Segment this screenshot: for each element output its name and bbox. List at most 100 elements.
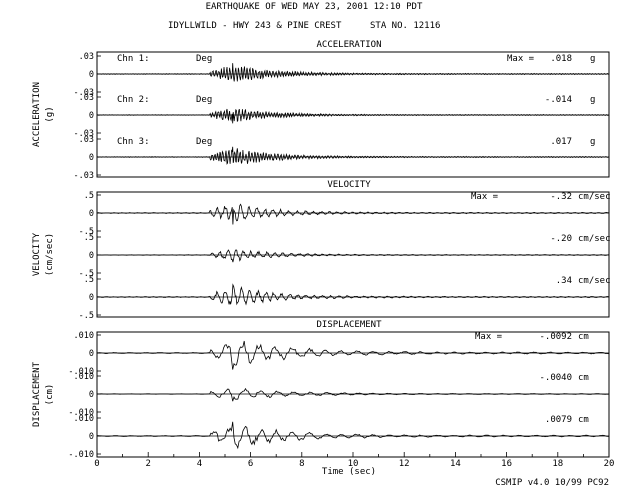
series-line xyxy=(96,108,610,124)
channel-trace-row: .5 0 -.5 .34 cm/sec xyxy=(79,275,611,321)
channel-trace-row: .010 0 -.010 Max = -.0092 cm xyxy=(68,331,610,377)
y-tick-label: .010 xyxy=(74,331,94,341)
panel-title: ACCELERATION xyxy=(316,40,381,50)
series-line xyxy=(96,283,609,306)
channel-direction: Deg xyxy=(196,95,212,105)
x-tick-label: 8 xyxy=(299,459,304,469)
channel-label: Chn 3: xyxy=(117,137,150,147)
y-tick-label: -.010 xyxy=(68,450,94,460)
max-prefix: Max = xyxy=(475,332,503,342)
peak-value-label: .0079 xyxy=(545,415,572,425)
y-tick-label: .5 xyxy=(84,275,94,285)
y-tick-label: -.03 xyxy=(74,171,94,181)
y-tick-label: 0 xyxy=(89,349,94,359)
y-tick-label: .03 xyxy=(79,93,94,103)
x-tick-label: 12 xyxy=(399,459,410,469)
peak-value-label: .017 xyxy=(550,137,572,147)
panel-title: DISPLACEMENT xyxy=(316,320,382,330)
max-prefix: Max = xyxy=(507,54,535,64)
y-tick-label: 0 xyxy=(89,293,94,303)
peak-value-label: .018 xyxy=(550,54,572,64)
peak-value-label: -.0040 xyxy=(539,373,572,383)
x-tick-label: 0 xyxy=(94,459,99,469)
peak-value-label: -.32 xyxy=(550,192,572,202)
peak-unit-label: cm/sec xyxy=(578,192,611,202)
y-tick-label: .03 xyxy=(79,52,94,62)
panel-title: VELOCITY xyxy=(327,180,371,190)
y-tick-label: 0 xyxy=(89,70,94,80)
peak-value-label: -.0092 xyxy=(539,332,572,342)
series-line xyxy=(97,146,610,165)
panel-y-label: ACCELERATION xyxy=(32,82,42,147)
peak-unit-label: g xyxy=(590,137,595,147)
series-line xyxy=(96,421,610,450)
panel-y-unit: (g) xyxy=(45,106,55,122)
peak-unit-label: cm xyxy=(578,373,589,383)
y-tick-label: -.03 xyxy=(74,88,94,98)
y-tick-label: -.5 xyxy=(79,311,94,321)
y-tick-label: .010 xyxy=(74,372,94,382)
software-footer: CSMIP v4.0 10/99 PC92 xyxy=(495,478,609,488)
y-tick-label: -.010 xyxy=(68,408,94,418)
y-tick-label: -.5 xyxy=(79,227,94,237)
peak-value-label: -.014 xyxy=(545,95,572,105)
peak-value-label: -.20 xyxy=(550,234,572,244)
series-line xyxy=(96,340,610,370)
channel-direction: Deg xyxy=(196,137,212,147)
peak-unit-label: cm xyxy=(578,332,589,342)
y-tick-label: -.010 xyxy=(68,367,94,377)
panel-frame xyxy=(96,191,610,318)
channel-trace-row: .03 0 -.03 Chn 3: Deg .017 g xyxy=(74,135,610,181)
y-tick-label: .5 xyxy=(84,233,94,243)
series-line xyxy=(97,249,609,263)
peak-unit-label: cm/sec xyxy=(578,276,611,286)
channel-trace-row: .5 0 -.5 -.20 cm/sec xyxy=(79,233,611,279)
y-tick-label: 0 xyxy=(89,432,94,442)
x-tick-label: 18 xyxy=(552,459,563,469)
channel-trace-row: .03 0 -.03 Chn 1: Deg Max = .018 g xyxy=(74,52,610,98)
x-tick-label: 2 xyxy=(145,459,150,469)
panel-y-unit: (cm) xyxy=(45,384,55,406)
figure-title: EARTHQUAKE OF WED MAY 23, 2001 12:10 PDT xyxy=(206,2,423,12)
peak-unit-label: g xyxy=(590,95,595,105)
y-tick-label: .03 xyxy=(79,135,94,145)
y-tick-label: 0 xyxy=(89,209,94,219)
peak-value-label: .34 xyxy=(556,276,572,286)
series-line xyxy=(96,63,610,82)
x-tick-label: 14 xyxy=(450,459,461,469)
x-tick-label: 6 xyxy=(248,459,253,469)
peak-unit-label: cm xyxy=(578,415,589,425)
panel-y-label: VELOCITY xyxy=(32,232,42,276)
series-line xyxy=(96,203,609,225)
x-tick-label: 10 xyxy=(348,459,359,469)
panel-y-unit: (cm/sec) xyxy=(45,233,55,276)
channel-trace-row: .010 0 -.010 .0079 cm xyxy=(68,414,610,460)
y-tick-label: .5 xyxy=(84,191,94,201)
station-number: STA NO. 12116 xyxy=(370,21,440,31)
channel-label: Chn 2: xyxy=(117,95,150,105)
x-tick-label: 20 xyxy=(604,459,615,469)
panel-y-label: DISPLACEMENT xyxy=(32,361,42,427)
station-line: IDYLLWILD - HWY 243 & PINE CREST xyxy=(168,21,342,31)
y-tick-label: .010 xyxy=(74,414,94,424)
y-tick-label: 0 xyxy=(89,390,94,400)
channel-direction: Deg xyxy=(196,54,212,64)
y-tick-label: -.03 xyxy=(74,129,94,139)
x-axis-label: Time (sec) xyxy=(322,467,376,477)
x-tick-label: 16 xyxy=(501,459,512,469)
x-axis: 0 2 4 6 8 10 12 14 16 18 20 xyxy=(94,452,614,469)
y-tick-label: -.5 xyxy=(79,269,94,279)
channel-trace-row: .5 0 -.5 Max = -.32 cm/sec xyxy=(79,191,611,237)
y-tick-label: 0 xyxy=(89,251,94,261)
series-line xyxy=(97,387,610,402)
max-prefix: Max = xyxy=(471,192,499,202)
channel-trace-row: .03 0 -.03 Chn 2: Deg -.014 g xyxy=(74,93,610,139)
channel-label: Chn 1: xyxy=(117,54,150,64)
peak-unit-label: cm/sec xyxy=(578,234,611,244)
y-tick-label: 0 xyxy=(89,153,94,163)
